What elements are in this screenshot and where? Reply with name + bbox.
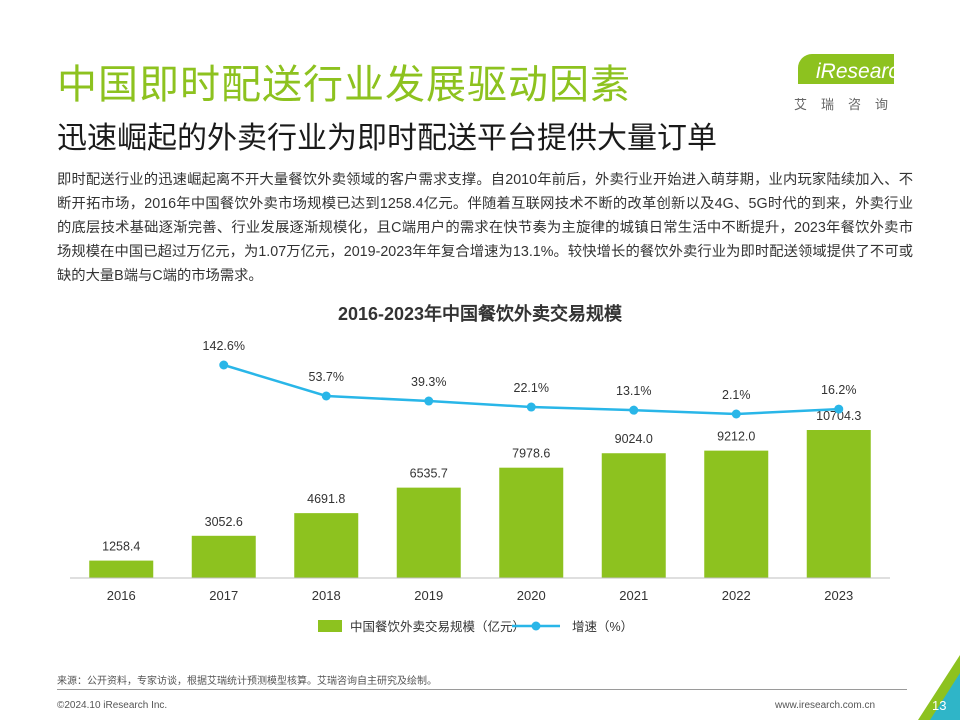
x-tick-2020: 2020: [517, 588, 546, 603]
growth-label-2021: 13.1%: [616, 384, 651, 398]
iresearch-logo: iResearch 艾瑞咨询: [778, 50, 918, 120]
bar-label-2020: 7978.6: [512, 447, 550, 461]
corner-decoration: [918, 655, 960, 720]
growth-label-2019: 39.3%: [411, 375, 446, 389]
bar-2023: [806, 430, 871, 578]
page-title: 中国即时配送行业发展驱动因素: [57, 63, 631, 107]
bar-label-2017: 3052.6: [205, 515, 243, 529]
takeout-market-chart: 2016-2023年中国餐饮外卖交易规模 1258.4 2016 3052.6 2017…: [70, 303, 890, 634]
growth-point-2018: [321, 391, 331, 401]
legend-line-label: 增速（%）: [572, 619, 633, 634]
bar-label-2019: 6535.7: [410, 467, 448, 481]
page-subtitle: 迅速崛起的外卖行业为即时配送平台提供大量订单: [57, 122, 717, 155]
bar-2017: [191, 535, 256, 578]
intro-paragraph: 即时配送行业的迅速崛起离不开大量餐饮外卖领域的客户需求支撑。自2010年前后，外…: [57, 172, 913, 284]
footer-divider: [57, 689, 907, 690]
x-tick-2021: 2021: [619, 588, 648, 603]
growth-label-2017: 142.6%: [203, 339, 245, 353]
page-number: 13: [932, 698, 947, 713]
bar-label-2016: 1258.4: [102, 540, 140, 554]
growth-label-2022: 2.1%: [722, 388, 751, 402]
growth-label-2023: 16.2%: [821, 383, 856, 397]
source-note: 来源：公开资料，专家访谈，根据艾瑞统计预测模型核算。艾瑞咨询自主研究及绘制。: [57, 676, 437, 687]
logo-badge: iResearch: [798, 54, 911, 84]
x-tick-2018: 2018: [312, 588, 341, 603]
bar-2021: [601, 453, 666, 578]
growth-point-2021: [629, 405, 639, 415]
x-tick-2016: 2016: [107, 588, 136, 603]
logo-brand: iResearch: [816, 60, 911, 83]
bar-2020: [499, 467, 564, 578]
growth-point-2017: [219, 360, 229, 370]
bar-2016: [89, 560, 154, 578]
legend-line-marker: [531, 621, 541, 631]
bar-label-2018: 4691.8: [307, 492, 345, 506]
bar-2018: [294, 513, 359, 578]
website: www.iresearch.com.cn: [775, 700, 876, 711]
growth-point-2020: [526, 402, 536, 412]
legend-bar-label: 中国餐饮外卖交易规模（亿元）: [350, 619, 525, 634]
bar-label-2022: 9212.0: [717, 430, 755, 444]
bar-2019: [396, 487, 461, 578]
growth-point-2022: [731, 409, 741, 419]
bar-label-2023: 10704.3: [816, 409, 861, 423]
growth-label-2018: 53.7%: [309, 370, 344, 384]
x-tick-2022: 2022: [722, 588, 751, 603]
legend-bar-swatch: [318, 620, 342, 632]
growth-point-2019: [424, 396, 434, 406]
chart-title: 2016-2023年中国餐饮外卖交易规模: [338, 303, 623, 324]
bar-2022: [704, 450, 769, 578]
bar-label-2021: 9024.0: [615, 432, 653, 446]
x-tick-2019: 2019: [414, 588, 443, 603]
copyright: ©2024.10 iResearch Inc.: [57, 700, 168, 711]
logo-cn-name: 艾瑞咨询: [794, 97, 903, 112]
growth-point-2023: [834, 404, 844, 414]
growth-label-2020: 22.1%: [514, 381, 549, 395]
x-tick-2023: 2023: [824, 588, 853, 603]
x-tick-2017: 2017: [209, 588, 238, 603]
